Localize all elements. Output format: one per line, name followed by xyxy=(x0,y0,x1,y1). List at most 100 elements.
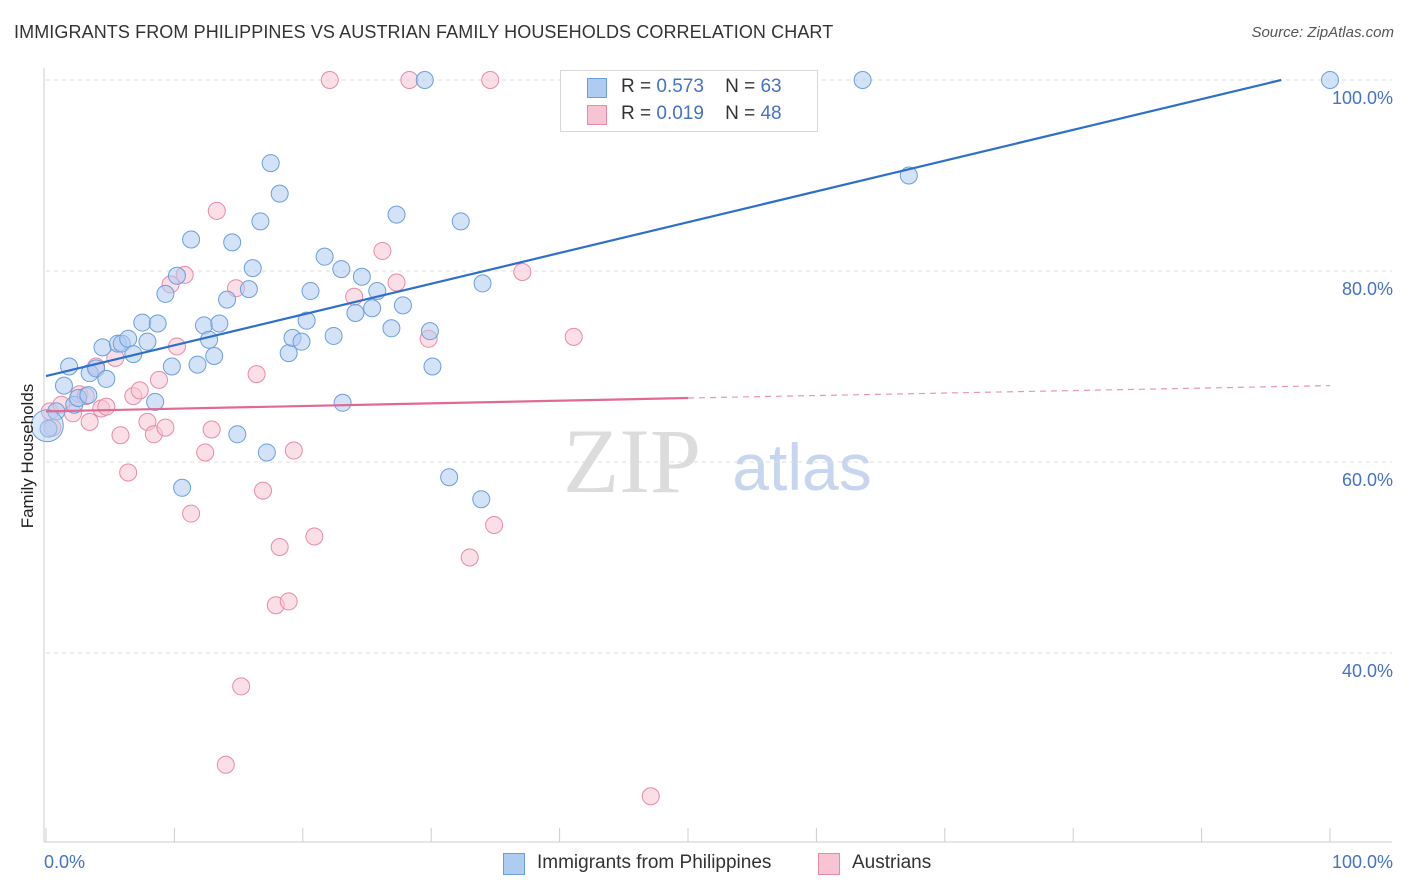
data-point xyxy=(130,381,149,400)
legend-label: Austrians xyxy=(852,852,932,873)
data-point xyxy=(853,71,872,89)
data-point xyxy=(247,365,266,384)
n-label: N = xyxy=(725,76,756,97)
data-point xyxy=(223,233,242,252)
data-point xyxy=(320,71,339,89)
y-tick-label: 40.0% xyxy=(1342,661,1393,681)
data-point xyxy=(148,314,167,333)
legend-swatch-pink xyxy=(587,105,607,125)
data-point xyxy=(133,313,152,332)
data-point xyxy=(513,262,532,281)
data-point xyxy=(485,516,504,535)
data-point xyxy=(243,259,262,278)
stats-legend: R = 0.573 N = 63 R = 0.019 N = 48 xyxy=(560,70,818,132)
y-tick-labels: 40.0% 60.0% 80.0% 100.0% xyxy=(1332,88,1393,681)
data-point xyxy=(97,397,116,416)
data-point xyxy=(423,357,442,376)
data-point xyxy=(315,247,334,266)
data-point xyxy=(305,527,324,546)
x-axis-max-label: 100.0% xyxy=(1331,852,1393,872)
data-point xyxy=(270,537,289,556)
data-point xyxy=(332,260,351,279)
data-point xyxy=(440,468,459,487)
data-point xyxy=(111,426,130,445)
data-point xyxy=(324,326,343,345)
data-point xyxy=(257,443,276,462)
data-point xyxy=(253,481,272,500)
legend-swatch-blue xyxy=(503,853,525,875)
data-point xyxy=(207,201,226,220)
data-point xyxy=(279,592,298,611)
philippines-points xyxy=(30,71,1339,509)
data-point xyxy=(251,212,270,231)
data-point xyxy=(228,425,247,444)
data-point xyxy=(182,230,201,249)
y-tick-label: 80.0% xyxy=(1342,279,1393,299)
axes xyxy=(43,68,1392,843)
data-point xyxy=(346,304,365,323)
data-point xyxy=(188,355,207,374)
data-point xyxy=(382,319,401,338)
data-point xyxy=(149,370,168,389)
data-point xyxy=(93,338,112,357)
data-point xyxy=(472,490,491,509)
series-legend: Immigrants from Philippines Austrians xyxy=(0,852,1406,876)
data-point xyxy=(460,548,479,567)
watermark-atlas: atlas xyxy=(732,430,871,504)
gridlines xyxy=(46,79,1392,654)
legend-swatch-blue xyxy=(587,78,607,98)
data-point xyxy=(387,273,406,292)
data-point xyxy=(216,755,235,774)
data-point xyxy=(564,327,583,346)
data-point xyxy=(1321,71,1339,89)
y-tick-label: 60.0% xyxy=(1342,470,1393,490)
y-axis-title: Family Households xyxy=(18,383,37,529)
data-point xyxy=(205,346,224,365)
data-point xyxy=(420,322,439,341)
data-point xyxy=(79,386,98,405)
legend-swatch-pink xyxy=(818,853,840,875)
r-value: 0.019 xyxy=(656,103,704,124)
data-point xyxy=(119,329,138,348)
data-point xyxy=(641,787,660,806)
r-value: 0.573 xyxy=(656,76,704,97)
watermark-zip: ZIP xyxy=(563,410,701,512)
data-point xyxy=(173,478,192,497)
data-point xyxy=(80,412,99,431)
data-point xyxy=(292,332,311,351)
data-point-cluster xyxy=(30,409,64,443)
data-point xyxy=(97,369,116,388)
n-value: 63 xyxy=(760,76,782,97)
data-point xyxy=(333,393,352,412)
data-point xyxy=(473,274,492,293)
r-label: R = xyxy=(621,103,652,124)
data-point xyxy=(162,357,181,376)
data-point xyxy=(138,332,157,351)
chart-title: IMMIGRANTS FROM PHILIPPINES VS AUSTRIAN … xyxy=(14,22,834,42)
data-point xyxy=(270,184,289,203)
data-point xyxy=(210,314,229,333)
trend-line-philippines xyxy=(45,78,1282,378)
data-point xyxy=(363,299,382,318)
data-point xyxy=(261,154,280,173)
data-point xyxy=(196,443,215,462)
y-tick-label: 100.0% xyxy=(1332,88,1393,108)
data-point xyxy=(182,504,201,523)
legend-label: Immigrants from Philippines xyxy=(537,852,772,873)
n-label: N = xyxy=(725,103,756,124)
data-point xyxy=(200,330,219,349)
data-point xyxy=(239,280,258,299)
trend-line-austrians-extrapolated xyxy=(687,385,1331,399)
data-point xyxy=(167,266,186,285)
n-value: 48 xyxy=(760,103,782,124)
data-point xyxy=(393,296,412,315)
x-axis-min-label: 0.0% xyxy=(44,852,86,872)
data-point xyxy=(387,205,406,224)
data-point xyxy=(415,71,434,89)
data-point xyxy=(156,418,175,437)
data-point xyxy=(54,376,73,395)
data-point xyxy=(373,241,392,260)
watermark: ZIP atlas xyxy=(563,410,872,512)
data-point xyxy=(400,71,419,89)
data-point xyxy=(218,290,237,309)
